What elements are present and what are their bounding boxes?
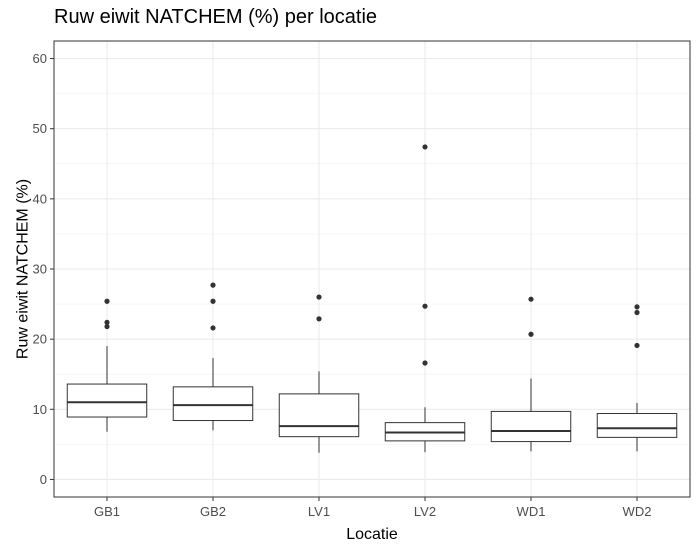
y-tick-label: 60 <box>33 51 47 66</box>
outlier-point <box>422 303 428 309</box>
box-group-gb1 <box>66 298 148 432</box>
x-tick-label: LV1 <box>308 504 330 519</box>
box <box>490 410 572 443</box>
box <box>172 386 254 422</box>
y-tick-label: 30 <box>33 262 47 277</box>
x-tick-label: WD1 <box>517 504 546 519</box>
outlier-point <box>422 144 428 150</box>
box-group-wd1 <box>490 296 572 452</box>
grid-layer <box>54 41 690 497</box>
outlier-point <box>210 298 216 304</box>
x-tick-label: GB2 <box>200 504 226 519</box>
outlier-point <box>634 342 640 349</box>
outlier-point <box>104 298 110 304</box>
outlier-point <box>634 309 640 316</box>
outlier-point <box>316 316 322 322</box>
axis-layer: 0 10 20 30 40 50 60 GB1 GB2 LV1 LV2 WD1 WD2 <box>33 51 652 519</box>
outlier-point <box>634 304 640 310</box>
box-group-wd2 <box>596 304 678 452</box>
y-tick-label: 50 <box>33 121 47 136</box>
x-tick-label: WD2 <box>623 504 652 519</box>
box-group-lv2 <box>384 144 466 453</box>
x-axis-title: Locatie <box>346 526 398 543</box>
outlier-point <box>104 319 110 325</box>
outlier-point <box>316 294 322 300</box>
y-tick-label: 0 <box>40 472 47 487</box>
y-axis-title: Ruw eiwit NATCHEM (%) <box>15 179 32 359</box>
box-group-gb2 <box>172 282 254 431</box>
box <box>66 383 148 418</box>
outlier-point <box>104 323 110 330</box>
outlier-point <box>210 282 216 288</box>
y-tick-label: 20 <box>33 332 47 347</box>
box-layer <box>66 144 678 453</box>
outlier-point <box>422 360 428 366</box>
y-tick-label: 10 <box>33 402 47 417</box>
box <box>278 393 360 438</box>
outlier-point <box>210 325 216 331</box>
chart-title: Ruw eiwit NATCHEM (%) per locatie <box>54 6 378 28</box>
outlier-point <box>528 331 534 337</box>
box-group-lv1 <box>278 294 360 453</box>
box <box>596 413 678 438</box>
x-tick-label: GB1 <box>94 504 120 519</box>
y-tick-label: 40 <box>33 191 47 206</box>
x-tick-label: LV2 <box>414 504 436 519</box>
outlier-point <box>528 296 534 302</box>
